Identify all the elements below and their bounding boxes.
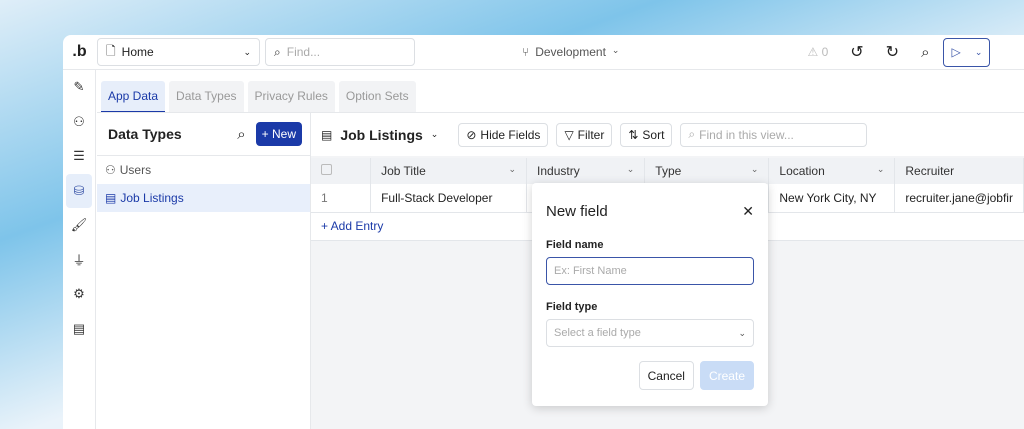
label: Filter (577, 127, 605, 142)
sort-icon: ⇅ (628, 127, 639, 142)
column-header[interactable]: Location ⌄ (768, 158, 896, 184)
cell[interactable]: recruiter.jane@jobfir (894, 184, 1024, 213)
search-icon: ⌕ (274, 44, 281, 59)
view-selector[interactable]: Job Listings (340, 126, 423, 143)
branch-icon: ⑂ (522, 45, 530, 59)
tab-app-data[interactable]: App Data (101, 81, 166, 113)
label: Recruiter (905, 164, 955, 178)
branch-selector[interactable]: ⑂ Development ⌄ (522, 45, 619, 59)
search-icon: ⌕ (688, 127, 696, 141)
logs-icon[interactable]: ▤ (72, 320, 86, 336)
chevron-down-icon[interactable]: ⌄ (626, 164, 635, 174)
warning-icon: ⚠ (807, 45, 819, 59)
tab-privacy-rules[interactable]: Privacy Rules (247, 81, 335, 113)
column-header[interactable]: Type ⌄ (644, 158, 770, 184)
cell[interactable]: New York City, NY (768, 184, 896, 213)
close-icon[interactable]: ✕ (742, 202, 754, 219)
new-type-button[interactable]: + New (255, 122, 302, 146)
label: Industry (537, 164, 580, 178)
play-icon: ▷ (951, 45, 961, 59)
column-header[interactable]: Recruiter (894, 158, 1024, 184)
styles-icon[interactable]: ☰ (73, 148, 85, 164)
page-selector[interactable]: 🗋 Home ⌄ (97, 38, 260, 66)
sort-button[interactable]: ⇅ Sort (620, 122, 673, 147)
find-placeholder: Find... (286, 45, 321, 59)
icon-rail: ✎ ⚇ ☰ ⛁ 🖌 ⏚ ⚙ ▤ (63, 70, 96, 429)
preview-button[interactable]: ▷ ⌄ (943, 37, 991, 67)
cancel-button[interactable]: Cancel (638, 361, 694, 390)
create-button[interactable]: Create (699, 361, 754, 390)
chevron-down-icon: ⌄ (611, 45, 620, 55)
panel-title: Data Types (108, 126, 182, 142)
tab-data-types[interactable]: Data Types (169, 81, 244, 113)
chevron-down-icon: ⌄ (243, 46, 251, 57)
logo: .b (72, 43, 87, 60)
chevron-down-icon: ⌄ (974, 46, 983, 57)
tab-bar: App Data Data Types Privacy Rules Option… (101, 81, 416, 113)
find-input[interactable]: ⌕ Find... (265, 38, 415, 66)
eye-off-icon: ⊘ (466, 127, 477, 142)
item-label: Users (119, 163, 152, 177)
item-label: Job Listings (120, 191, 184, 205)
filter-button[interactable]: ▽ Filter (556, 122, 613, 147)
label: Location (779, 164, 825, 178)
dialog-title: New field (546, 202, 608, 220)
top-bar: .b 🗋 Home ⌄ ⌕ Find... ⑂ Development ⌄ ⚠ 0 ↺ ↻… (63, 35, 1024, 70)
field-type-label: Field type (546, 301, 598, 313)
plugin-icon[interactable]: ⏚ (72, 253, 86, 269)
branch-name: Development (535, 45, 606, 59)
field-name-input[interactable]: Ex: First Name (546, 257, 754, 285)
row-number: 1 (311, 184, 372, 213)
hide-fields-button[interactable]: ⊘ Hide Fields (458, 122, 549, 147)
select-all-checkbox[interactable] (311, 158, 372, 184)
chevron-down-icon[interactable]: ⌄ (876, 164, 885, 174)
search-icon[interactable]: ⌕ (237, 125, 246, 143)
search-icon[interactable]: ⌕ (921, 43, 930, 61)
label: Job Title (381, 164, 426, 178)
placeholder: Select a field type (554, 327, 641, 339)
label: Sort (642, 127, 665, 142)
field-type-select[interactable]: Select a field type ⌄ (546, 319, 754, 347)
pencil-icon[interactable]: ✎ (73, 79, 85, 95)
filter-icon: ▽ (564, 127, 574, 142)
database-icon[interactable]: ⛁ (66, 173, 92, 208)
page-icon: 🗋 (106, 43, 116, 58)
chevron-down-icon[interactable]: ⌄ (750, 164, 759, 174)
field-name-label: Field name (546, 239, 604, 251)
column-header[interactable]: Job Title ⌄ (370, 158, 528, 184)
warning-count: 0 (821, 45, 829, 59)
new-field-dialog: New field ✕ Field name Ex: First Name Fi… (532, 183, 768, 406)
cell[interactable]: Full-Stack Developer (370, 184, 528, 213)
redo-icon[interactable]: ↻ (885, 44, 900, 61)
brush-icon[interactable]: 🖌 (70, 217, 88, 233)
find-in-view-input[interactable]: ⌕ Find in this view... (680, 122, 868, 147)
data-types-panel: Data Types ⌕ + New ⚇ Users ▤ Job Listings (97, 112, 311, 429)
table-icon: ▤ (105, 191, 117, 205)
placeholder: Find in this view... (699, 127, 794, 142)
undo-icon[interactable]: ↺ (850, 44, 864, 61)
chevron-down-icon: ⌄ (738, 327, 746, 338)
list-item-users[interactable]: ⚇ Users (97, 156, 310, 184)
chevron-down-icon[interactable]: ⌄ (508, 164, 517, 174)
table-icon: ▤ (321, 127, 333, 142)
warnings[interactable]: ⚠ 0 (807, 45, 828, 59)
label: Type (655, 164, 682, 178)
chevron-down-icon[interactable]: ⌄ (430, 129, 439, 139)
page-name: Home (121, 45, 154, 59)
users-icon: ⚇ (105, 163, 116, 177)
workflow-icon[interactable]: ⚇ (73, 113, 85, 129)
column-header[interactable]: Industry ⌄ (526, 158, 646, 184)
list-item-job-listings[interactable]: ▤ Job Listings (97, 184, 310, 212)
label: Hide Fields (480, 127, 541, 142)
gear-icon[interactable]: ⚙ (73, 286, 85, 302)
tab-option-sets[interactable]: Option Sets (338, 81, 416, 113)
